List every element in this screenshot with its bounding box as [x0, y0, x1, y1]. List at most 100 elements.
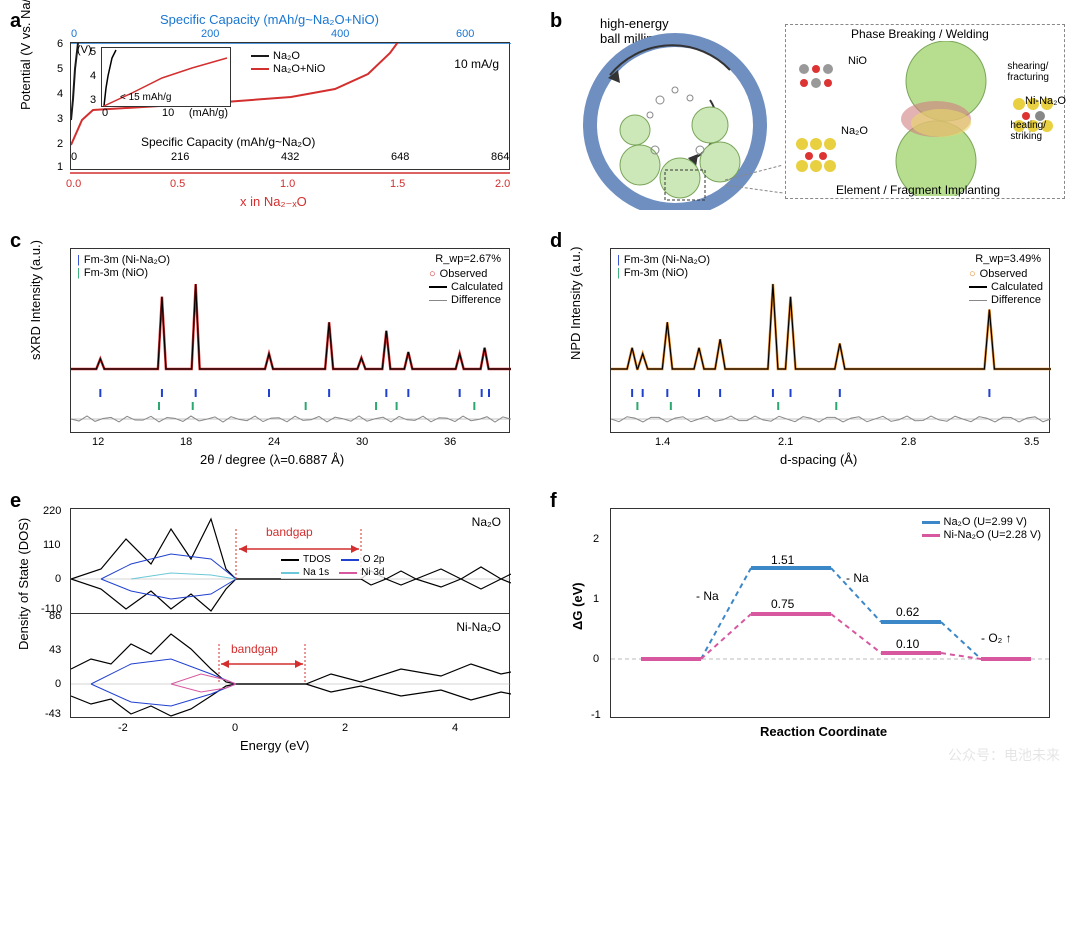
tick: 0 [232, 722, 238, 734]
tick: -43 [45, 708, 61, 720]
mid-xlabel: Specific Capacity (mAh/g~Na₂O) [141, 135, 315, 149]
tick-icon: | [77, 267, 80, 279]
tick: 0 [71, 151, 77, 163]
panel-c: c |Fm-3m (Ni-Na₂O) |Fm-3m (NiO) R_wp=2.6… [10, 230, 530, 480]
ylabel-f: ΔG (eV) [570, 582, 585, 630]
bandgap: bandgap [266, 525, 313, 539]
ylabel-d: NPD Intensity (a.u.) [568, 247, 583, 360]
mat-top: Na₂O [472, 515, 501, 529]
tick: 1 [57, 161, 63, 173]
swatch [281, 559, 299, 561]
tick: 86 [49, 610, 61, 622]
tick: 216 [171, 151, 189, 163]
xlabel-f: Reaction Coordinate [760, 724, 887, 739]
legend-label: Calculated [451, 281, 503, 293]
lbl-nio: NiO [848, 55, 867, 67]
inset-a: (V) 5 4 3 < 15 mAh/g 0 10 (mAh/g) [101, 47, 231, 107]
inset-annot: < 15 mAh/g [120, 92, 171, 103]
panel-label-d: d [550, 230, 562, 253]
legend-label: Fm-3m (NiO) [624, 267, 688, 279]
panel-e: e bandgap Na₂O [10, 490, 530, 770]
swatch [429, 300, 447, 301]
tick: 2.0 [495, 178, 510, 190]
inset-xlabel: (mAh/g) [189, 107, 228, 119]
tick: 1.4 [655, 436, 670, 448]
legend-label: Na₂O (U=2.99 V) [944, 516, 1027, 528]
xlabel-e: Energy (eV) [240, 738, 309, 753]
legend-c-right: ○ Observed Calculated Difference [429, 267, 503, 307]
panel-b: b high-energy ball milling Phase [550, 10, 1070, 220]
panel-a: a Specific Capacity (mAh/g~Na₂O+NiO) 0 2… [10, 10, 530, 220]
top-xlabel: Specific Capacity (mAh/g~Na₂O+NiO) [160, 12, 379, 27]
tick: 400 [331, 28, 349, 40]
plot-c: |Fm-3m (Ni-Na₂O) |Fm-3m (NiO) R_wp=2.67%… [70, 248, 510, 433]
step: - O₂ ↑ [981, 631, 1012, 645]
bottom-xlabel: x in Na₂₋ₓO [240, 194, 307, 210]
tick: 432 [281, 151, 299, 163]
tick: -1 [591, 709, 601, 721]
tick: 18 [180, 436, 192, 448]
ylabel-e: Density of State (DOS) [16, 518, 31, 650]
legend-label: Difference [451, 294, 501, 306]
tick: 0 [71, 28, 77, 40]
legend-f: Na₂O (U=2.99 V) Ni-Na₂O (U=2.28 V) [922, 515, 1042, 542]
tick: 10 [162, 107, 174, 119]
swatch [281, 572, 299, 574]
tick: 6 [57, 38, 63, 50]
val: 0.75 [771, 597, 794, 611]
val: 0.62 [896, 605, 919, 619]
tick: 3.5 [1024, 436, 1039, 448]
val: 0.10 [896, 637, 919, 651]
tick: 648 [391, 151, 409, 163]
tick: 43 [49, 644, 61, 656]
swatch [922, 521, 940, 524]
panel-d: d |Fm-3m (Ni-Na₂O) |Fm-3m (NiO) R_wp=3.4… [550, 230, 1070, 480]
swatch [251, 55, 269, 57]
swatch [969, 300, 987, 301]
panel-label-b: b [550, 10, 562, 33]
legend-label: O 2p [363, 554, 385, 565]
tick: 2.1 [778, 436, 793, 448]
tick: 1.5 [390, 178, 405, 190]
tick-icon: | [617, 254, 620, 266]
tick: 12 [92, 436, 104, 448]
tick: 1.0 [280, 178, 295, 190]
tick-icon: | [77, 254, 80, 266]
legend-label: Ni-Na₂O (U=2.28 V) [944, 529, 1042, 541]
legend-d-right: ○Observed Calculated Difference [969, 267, 1043, 307]
tick: 220 [43, 505, 61, 517]
ylabel-c: sXRD Intensity (a.u.) [28, 240, 43, 360]
panel-label-f: f [550, 490, 557, 513]
lbl-prod: Ni-Na₂O [1025, 95, 1066, 107]
legend-label: Observed [980, 268, 1028, 280]
detail-box: Phase Breaking / Welding [785, 24, 1065, 199]
legend-label: Fm-3m (NiO) [84, 267, 148, 279]
plot-e-top: bandgap Na₂O TDOS O 2p Na 1s Ni 3d 220 1… [70, 508, 510, 613]
legend-label: Ni 3d [361, 567, 384, 578]
xlabel-c: 2θ / degree (λ=0.6887 Å) [200, 452, 344, 467]
detail-footer: Element / Fragment Implanting [836, 183, 1000, 197]
legend-label: Observed [440, 268, 488, 280]
tick: 36 [444, 436, 456, 448]
legend-label: Na₂O [273, 50, 300, 62]
connector [725, 165, 785, 195]
panel-label-e: e [10, 490, 21, 513]
val: 1.51 [771, 553, 794, 567]
rwp-d: R_wp=3.49% [975, 253, 1041, 265]
tick: 2 [342, 722, 348, 734]
swatch [922, 534, 940, 537]
circle-icon: ○ [429, 268, 436, 280]
xlabel-d: d-spacing (Å) [780, 452, 857, 467]
legend-a: Na₂O Na₂O+NiO [251, 49, 325, 76]
tick: 0 [55, 678, 61, 690]
swatch [341, 559, 359, 561]
lbl-heat: heating/ striking [1010, 120, 1046, 142]
dos-bottom [71, 614, 511, 719]
tick: 200 [201, 28, 219, 40]
tick: 110 [43, 539, 61, 551]
tick: 4 [57, 88, 63, 100]
lbl-shear: shearing/ fracturing [1007, 61, 1049, 83]
tick: -2 [118, 722, 128, 734]
legend-label: Calculated [991, 281, 1043, 293]
rwp-c: R_wp=2.67% [435, 253, 501, 265]
